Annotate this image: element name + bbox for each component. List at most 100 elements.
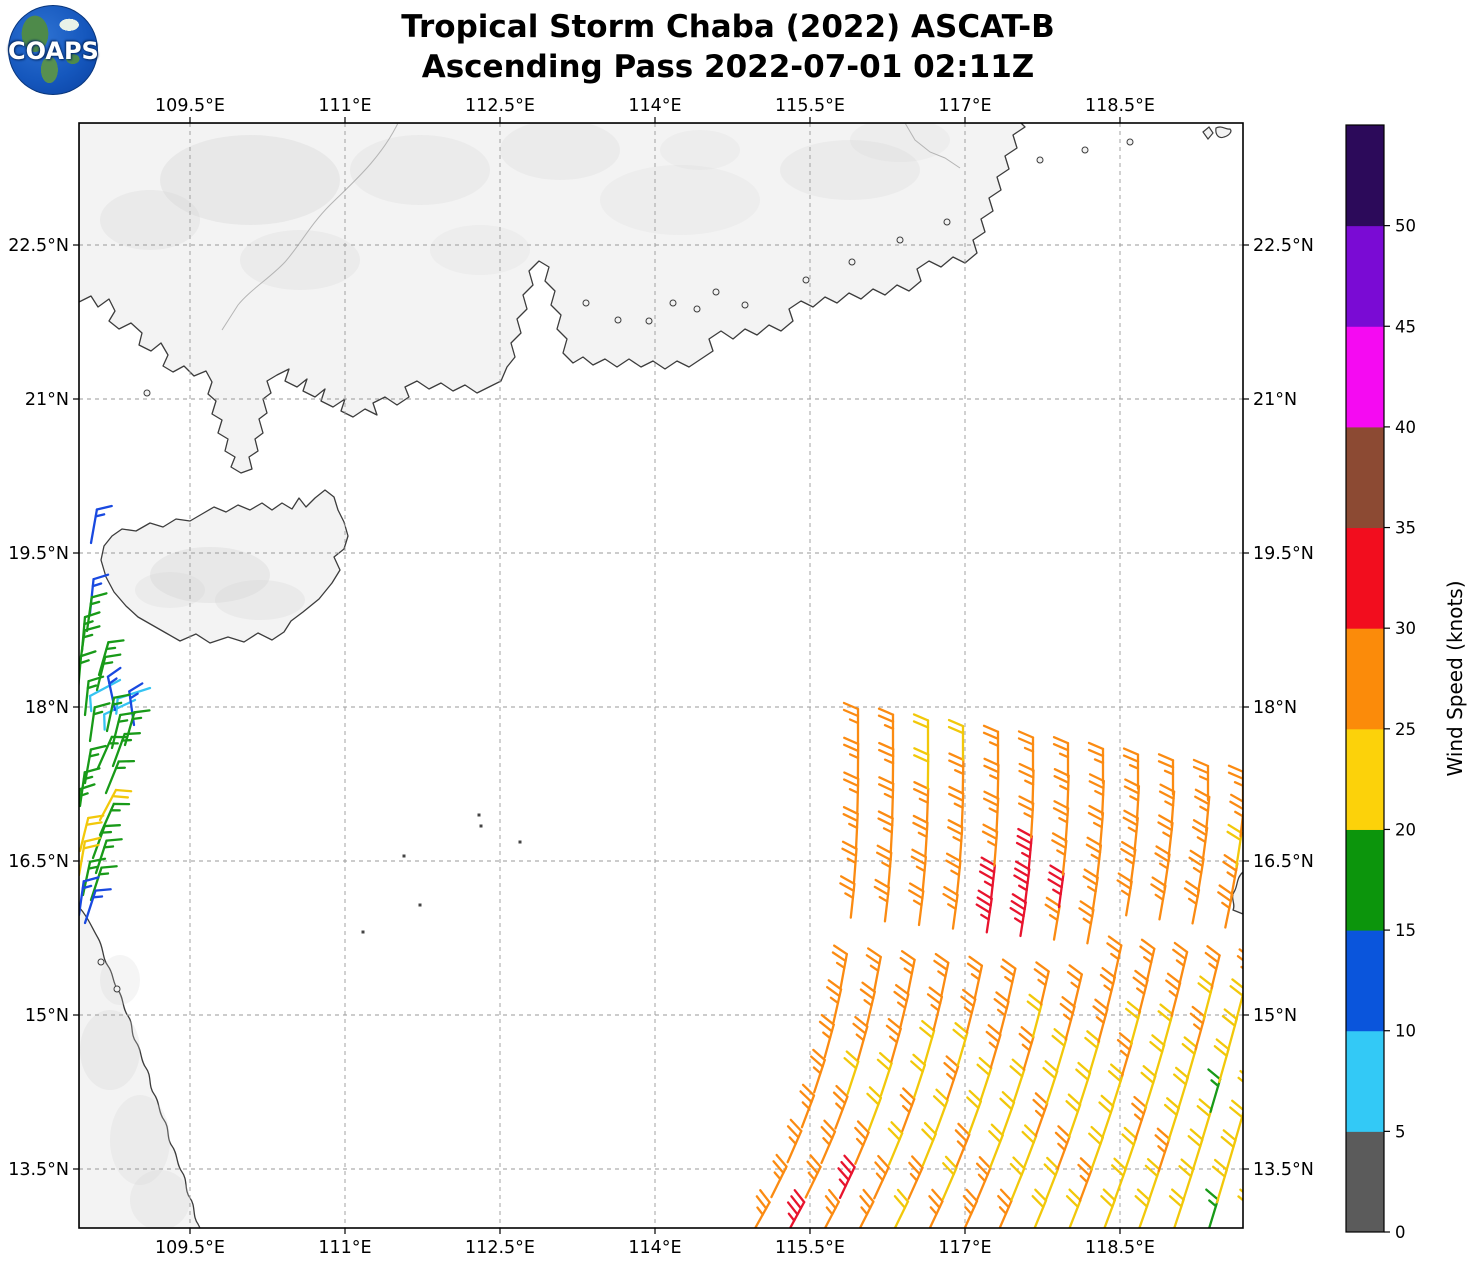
wind-barb-O <box>1244 889 1266 931</box>
wind-barb-O <box>1299 777 1313 817</box>
wind-barb-G <box>89 865 118 902</box>
wind-barb-Y <box>1197 975 1214 1020</box>
wind-barb-G <box>83 744 107 785</box>
islet <box>1215 126 1232 139</box>
wind-barb-Y <box>1149 1034 1166 1079</box>
x-tick-label-bottom: 112.5°E <box>465 1238 535 1258</box>
wind-barb-O <box>859 981 876 1027</box>
land-layer <box>79 123 1243 1228</box>
wind-barb-G <box>95 653 122 692</box>
wind-barb-O <box>1032 1092 1049 1137</box>
wind-barb-O <box>1051 832 1068 876</box>
wind-barb-O <box>985 1024 1002 1069</box>
wind-barb-O <box>947 819 964 863</box>
wind-barb-O <box>899 950 916 995</box>
terrain-shading <box>100 955 140 1005</box>
wind-barb-O <box>1189 1005 1206 1051</box>
wind-barb-R <box>1315 868 1338 910</box>
wind-barb-O <box>1052 736 1070 779</box>
colorbar-segment <box>1346 125 1384 227</box>
wind-barb-O <box>1308 898 1331 940</box>
terrain-shading <box>430 225 530 275</box>
terrain-shading <box>350 135 490 205</box>
wind-barb-Y <box>79 836 101 877</box>
wind-barb-O <box>1018 1026 1035 1071</box>
small-island <box>1126 138 1134 146</box>
wind-barb-R <box>1276 893 1299 935</box>
wind-barb-O <box>933 952 950 998</box>
wind-barb-O <box>1322 839 1345 881</box>
wind-barb-O <box>1082 868 1099 913</box>
wind-barb-O <box>1191 819 1209 863</box>
wind-barb-O <box>1087 804 1105 849</box>
wind-barb-O <box>899 1087 916 1133</box>
wind-barb-O <box>1165 972 1182 1018</box>
wind-barb-O <box>1192 758 1210 802</box>
wind-barb-Y <box>912 713 930 756</box>
wind-barb-O <box>996 1188 1013 1228</box>
wind-barb-O <box>1033 961 1050 1006</box>
wind-barb-Y <box>1187 1128 1204 1174</box>
terrain-shading <box>600 165 760 235</box>
x-tick-label-bottom: 118.5°E <box>1085 1238 1155 1258</box>
colorbar-tick-label: 0 <box>1395 1223 1406 1242</box>
wind-barb-O <box>1085 836 1103 881</box>
title-line-2: Ascending Pass 2022-07-01 02:11Z <box>421 48 1035 85</box>
terrain-shading <box>160 135 340 225</box>
wind-barb-O <box>841 840 858 884</box>
colorbar-tick-label: 10 <box>1395 1022 1416 1041</box>
island-dot <box>518 840 522 844</box>
terrain-shading <box>780 140 920 200</box>
wind-barb-Y <box>1111 1157 1127 1203</box>
wind-barb-O <box>856 1188 875 1228</box>
colorbar-tick-label: 30 <box>1395 619 1416 638</box>
gridlines <box>79 123 1243 1228</box>
colorbar-axis-label: Wind Speed (knots) <box>1443 580 1467 776</box>
colorbar-tick-label: 50 <box>1395 217 1416 236</box>
y-tick-label-left: 15°N <box>25 1006 69 1026</box>
terrain-shading <box>130 1170 190 1228</box>
x-tick-label-top: 114°E <box>628 96 681 116</box>
small-island <box>1036 156 1044 164</box>
wind-barb-Y <box>1220 1129 1237 1174</box>
wind-barb-O <box>1131 1095 1148 1141</box>
wind-barb-O <box>926 986 943 1031</box>
coaps-logo: COAPS <box>8 5 99 95</box>
terrain-shading <box>215 580 305 620</box>
wind-barb-Y <box>1084 1030 1101 1075</box>
y-tick-label-left: 13.5°N <box>8 1160 69 1180</box>
x-tick-label-bottom: 115.5°E <box>775 1238 845 1258</box>
island-dot <box>477 813 481 817</box>
small-island <box>896 236 904 244</box>
wind-barb-Y <box>932 1088 949 1134</box>
wind-barb-R <box>978 856 997 901</box>
terrain-shading <box>80 1010 140 1090</box>
wind-barb-Y <box>910 1053 927 1099</box>
colorbar-tick-label: 35 <box>1395 519 1416 538</box>
small-island <box>143 389 151 397</box>
wind-barb-O <box>960 988 977 1034</box>
wind-barb-O <box>826 979 843 1024</box>
wind-barb-Y <box>1042 1060 1059 1105</box>
x-tick-label-top: 112.5°E <box>465 96 535 116</box>
terrain-shading <box>150 547 270 603</box>
wind-barb-O <box>910 848 927 893</box>
wind-barb-R <box>786 1189 806 1228</box>
wind-barb-Y <box>1065 1093 1082 1139</box>
wind-barb-G <box>98 802 131 837</box>
wind-barb-G <box>105 693 131 733</box>
wind-barb-O <box>982 724 1000 767</box>
wind-barb-O <box>843 771 860 815</box>
wind-barb-Y <box>952 1022 969 1067</box>
wind-barb-O <box>877 707 895 750</box>
colorbar-segment <box>1346 527 1384 629</box>
wind-barb-O <box>1078 900 1095 945</box>
province-border <box>221 123 399 331</box>
wind-barb-O <box>975 1156 992 1201</box>
wind-barb-O <box>1054 1125 1071 1170</box>
wind-barb-O <box>1172 941 1189 987</box>
wind-barb-O <box>1227 764 1243 807</box>
wind-barb-O <box>751 1189 771 1228</box>
wind-barb-O <box>1087 741 1105 785</box>
